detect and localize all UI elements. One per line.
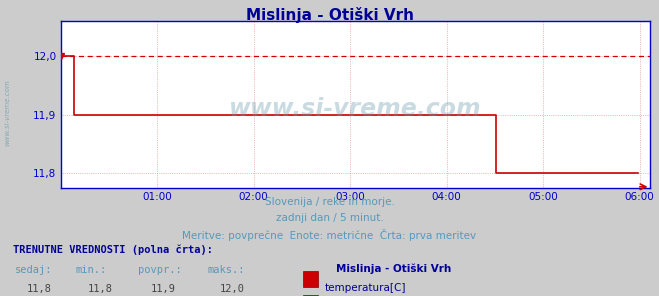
- Text: sedaj:: sedaj:: [14, 265, 52, 275]
- Text: 11,9: 11,9: [150, 284, 175, 294]
- Text: 12,0: 12,0: [219, 284, 244, 294]
- Text: povpr.:: povpr.:: [138, 265, 182, 275]
- Text: zadnji dan / 5 minut.: zadnji dan / 5 minut.: [275, 213, 384, 223]
- Text: 11,8: 11,8: [88, 284, 113, 294]
- Text: maks.:: maks.:: [208, 265, 245, 275]
- Text: Mislinja - Otiški Vrh: Mislinja - Otiški Vrh: [246, 7, 413, 23]
- Text: 11,8: 11,8: [26, 284, 51, 294]
- Text: www.si-vreme.com: www.si-vreme.com: [229, 97, 482, 121]
- Text: temperatura[C]: temperatura[C]: [324, 283, 406, 293]
- Text: Mislinja - Otiški Vrh: Mislinja - Otiški Vrh: [336, 263, 451, 274]
- Text: min.:: min.:: [76, 265, 107, 275]
- Text: Meritve: povprečne  Enote: metrične  Črta: prva meritev: Meritve: povprečne Enote: metrične Črta:…: [183, 229, 476, 242]
- Text: TRENUTNE VREDNOSTI (polna črta):: TRENUTNE VREDNOSTI (polna črta):: [13, 244, 213, 255]
- Text: www.si-vreme.com: www.si-vreme.com: [5, 79, 11, 146]
- Text: Slovenija / reke in morje.: Slovenija / reke in morje.: [264, 197, 395, 207]
